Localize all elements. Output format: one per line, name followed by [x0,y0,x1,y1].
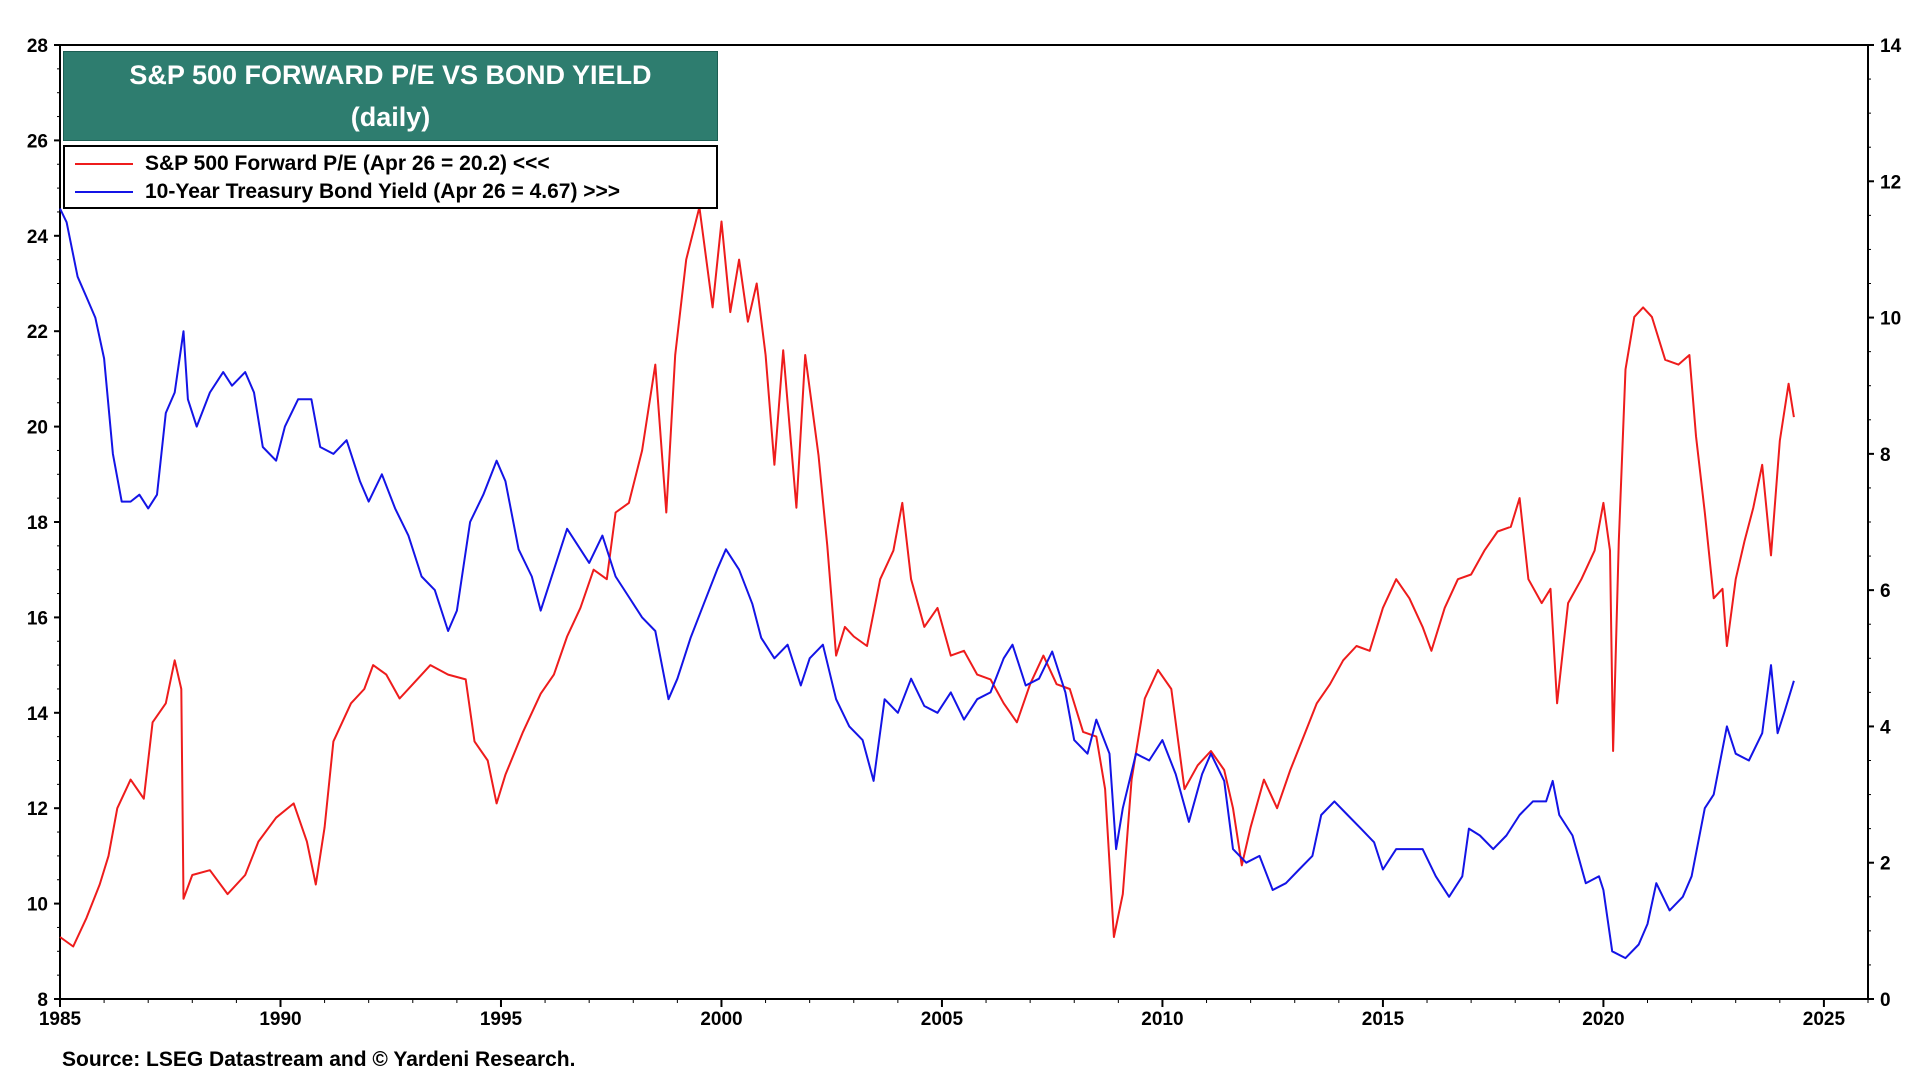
x-axis: 1985 1990 1995 2000 2005 2010 2015 2020 2025 [39,999,1869,1030]
legend: S&P 500 Forward P/E (Apr 26 = 20.2) <<< … [63,145,718,209]
chart-subtitle: (daily) [350,102,431,132]
right-tick-label: 10 [1880,309,1901,330]
right-tick-label: 12 [1880,172,1901,193]
left-tick-label: 12 [27,799,48,820]
x-tick-label: 2015 [1362,1009,1405,1030]
legend-swatch-pe [75,163,133,165]
left-tick-label: 14 [27,704,49,725]
right-tick-label: 8 [1880,445,1891,466]
left-tick-label: 20 [27,418,48,439]
x-tick-label: 2020 [1582,1009,1624,1030]
left-tick-label: 24 [27,227,49,248]
x-tick-label: 1990 [259,1009,301,1030]
right-axis: 0 2 4 6 8 10 12 14 [1868,36,1902,1011]
series-line-yield [59,208,1795,960]
left-tick-label: 22 [27,322,48,343]
source-note: Source: LSEG Datastream and © Yardeni Re… [62,1048,576,1071]
series-layer [59,206,1795,960]
left-tick-label: 10 [27,895,48,916]
x-tick-label: 2000 [700,1009,742,1030]
series-line-pe [59,206,1795,948]
chart-title: S&P 500 FORWARD P/E VS BOND YIELD [129,60,652,90]
right-tick-label: 0 [1880,990,1891,1011]
left-tick-label: 26 [27,131,48,152]
left-tick-label: 18 [27,513,48,534]
left-tick-label: 8 [37,990,48,1011]
legend-item-yield: 10-Year Treasury Bond Yield (Apr 26 = 4.… [75,178,620,206]
x-tick-label: 2025 [1803,1009,1846,1030]
legend-label-yield: 10-Year Treasury Bond Yield (Apr 26 = 4.… [145,180,621,203]
x-tick-label: 2010 [1141,1009,1183,1030]
left-tick-label: 16 [27,608,48,629]
right-tick-label: 14 [1880,36,1902,57]
x-tick-label: 1985 [39,1009,82,1030]
right-tick-label: 2 [1880,854,1891,875]
right-tick-label: 4 [1880,717,1891,738]
left-tick-label: 28 [27,36,48,57]
left-axis: 8 10 12 14 16 18 20 22 24 26 28 [27,36,60,1011]
x-tick-label: 2005 [921,1009,964,1030]
legend-label-pe: S&P 500 Forward P/E (Apr 26 = 20.2) <<< [145,152,550,175]
x-tick-label: 1995 [480,1009,523,1030]
right-tick-label: 6 [1880,581,1891,602]
chart-title-box: S&P 500 FORWARD P/E VS BOND YIELD (daily… [63,51,718,141]
legend-item-pe: S&P 500 Forward P/E (Apr 26 = 20.2) <<< [75,150,550,178]
legend-swatch-yield [75,191,133,193]
